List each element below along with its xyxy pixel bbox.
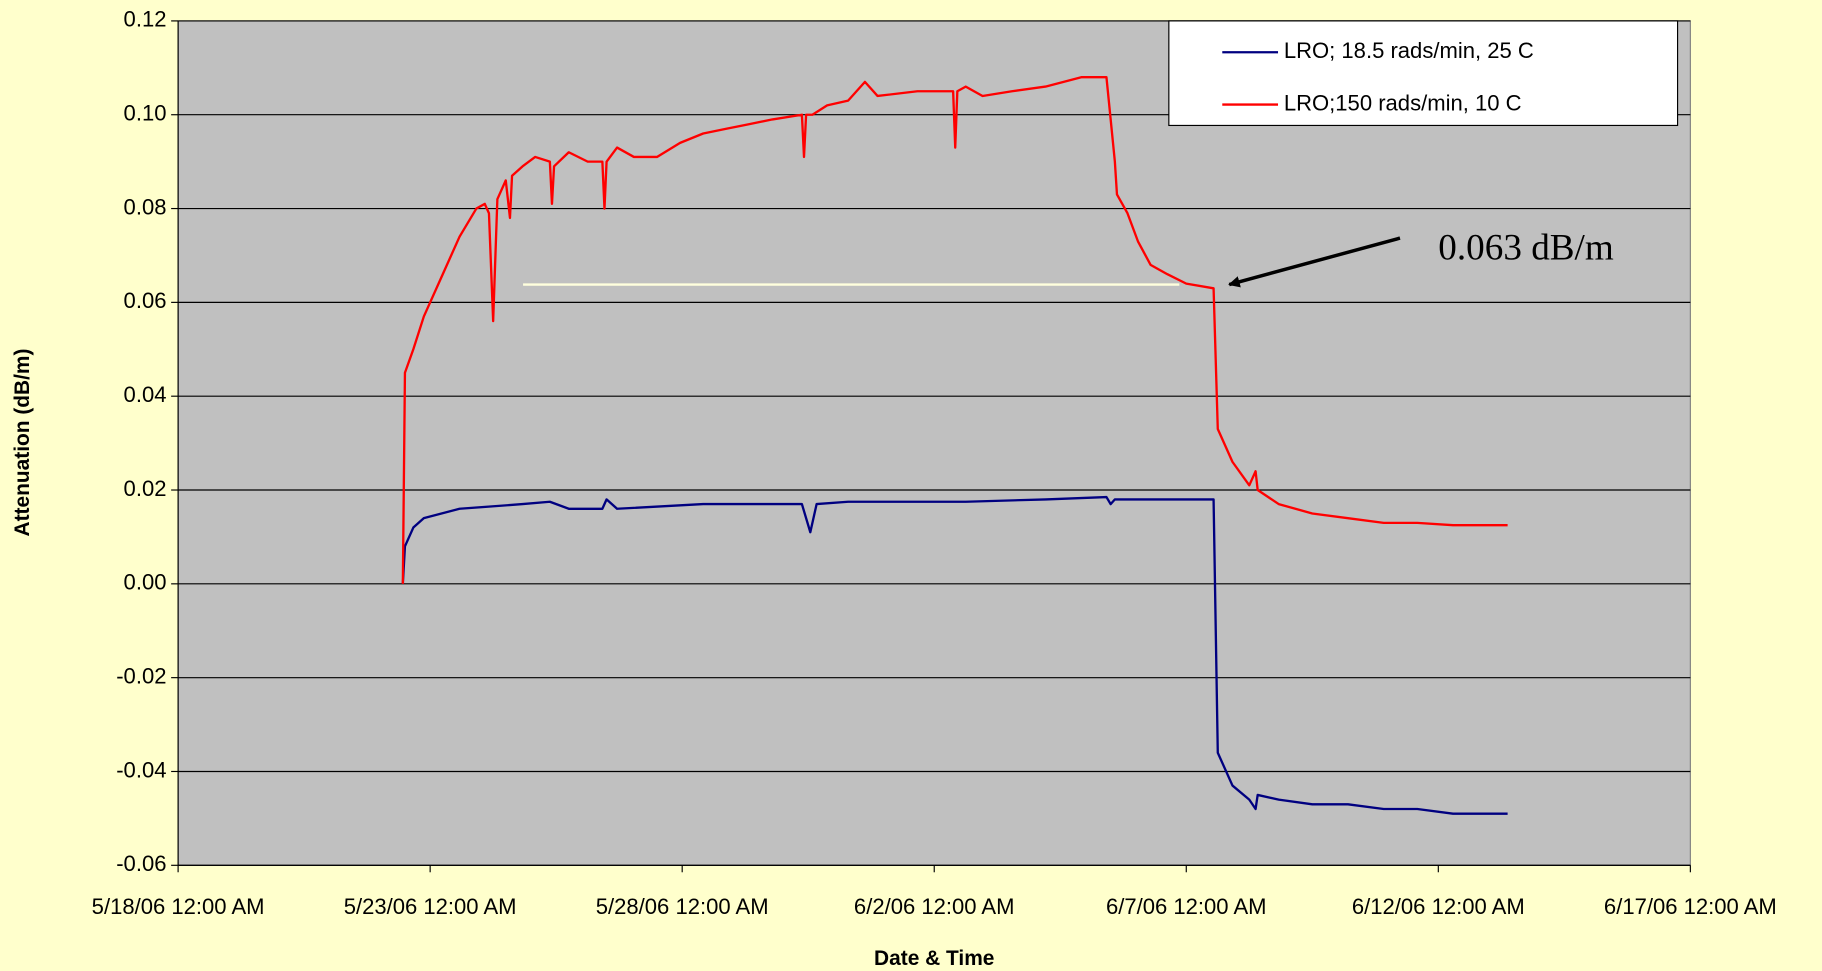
y-tick-label: -0.02 [116,663,166,688]
y-tick-label: 0.12 [124,7,167,32]
y-tick-label: 0.00 [124,570,167,595]
annotation-arrow [1228,236,1401,288]
x-tick-label: 6/17/06 12:00 AM [1604,894,1777,919]
x-tick-label: 6/7/06 12:00 AM [1106,894,1267,919]
y-tick-label: -0.06 [116,851,166,876]
y-tick-label: 0.08 [124,194,167,219]
y-axis-title: Attenuation (dB/m) [11,349,34,537]
legend [1168,20,1679,127]
y-tick-label: -0.04 [116,757,166,782]
series-line [401,495,1508,815]
legend-label: LRO;150 rads/min, 10 C [1284,90,1522,115]
x-tick-label: 5/18/06 12:00 AM [92,894,265,919]
x-tick-label: 5/23/06 12:00 AM [344,894,517,919]
y-tick-label: 0.06 [124,288,167,313]
x-tick-label: 6/12/06 12:00 AM [1352,894,1525,919]
series-line [401,76,1508,584]
x-tick-label: 6/2/06 12:00 AM [854,894,1015,919]
plot-area [177,20,1691,866]
series-lines [401,76,1508,815]
x-axis-title: Date & Time [874,947,994,970]
legend-label: LRO; 18.5 rads/min, 25 C [1284,38,1534,63]
y-tick-label: 0.04 [124,382,167,407]
x-tick-label: 5/28/06 12:00 AM [596,894,769,919]
legend-entries: LRO; 18.5 rads/min, 25 C LRO;150 rads/min… [1222,38,1534,115]
annotation: 0.063 dB/m [1438,227,1614,268]
ticks: 0.12 0.10 0.08 0.06 0.04 0.02 0.00 -0.02 -0.04 -0… [92,7,1777,919]
y-tick-label: 0.10 [124,101,167,126]
y-tick-label: 0.02 [124,476,167,501]
